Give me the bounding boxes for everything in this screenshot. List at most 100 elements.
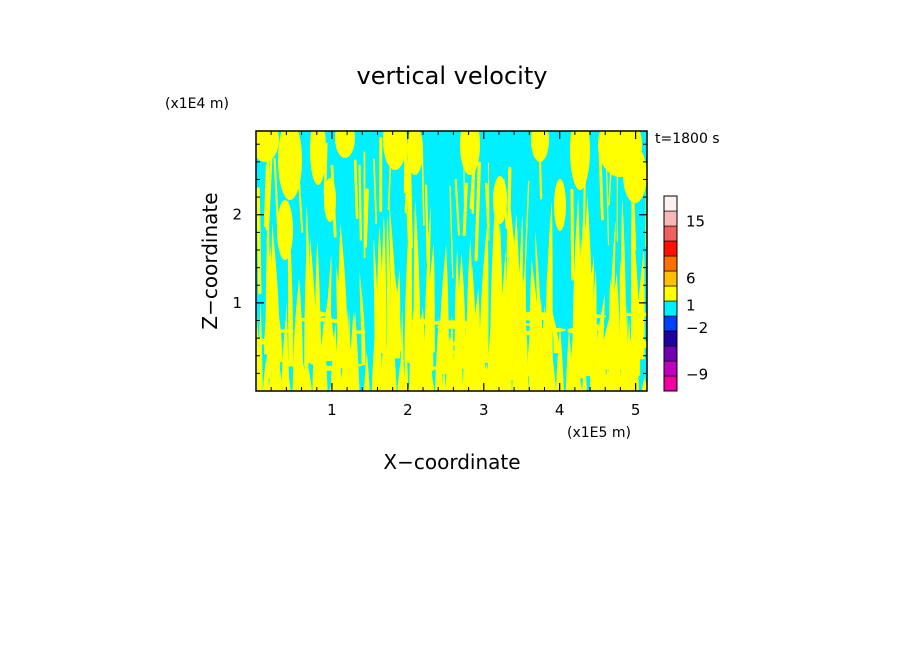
field-plume-small	[389, 349, 394, 391]
field-streak	[516, 311, 549, 318]
field-filament	[485, 182, 490, 228]
field-filament	[570, 188, 575, 281]
field-plume-small	[524, 326, 529, 391]
field-plume-small	[300, 364, 307, 391]
x-unit-label: (x1E5 m)	[567, 425, 631, 441]
field-plume-small	[448, 315, 455, 391]
y-tick-label: 1	[232, 294, 242, 312]
field-plume-tall	[620, 198, 627, 359]
field-plume-tall	[424, 206, 431, 376]
field-patch-upper	[554, 179, 566, 231]
field-filament	[408, 142, 413, 249]
colorbar-swatch	[663, 375, 678, 392]
field-filament	[421, 148, 425, 226]
field-streak	[616, 343, 632, 350]
field-filament	[297, 179, 304, 233]
field-plume-tall	[628, 297, 641, 376]
field-plume-tall	[496, 221, 504, 370]
time-label: t=1800 s	[655, 131, 720, 147]
field-plume-tall	[373, 237, 379, 357]
field-streak	[570, 327, 590, 333]
field-plume-small	[352, 331, 359, 391]
colorbar-swatch	[663, 195, 678, 212]
field-streak	[632, 344, 647, 348]
field-plume-tall	[518, 215, 523, 352]
field-streak	[580, 360, 598, 365]
colorbar-swatch	[663, 300, 678, 317]
field-streak	[295, 317, 336, 322]
field-plume-small	[477, 368, 482, 391]
colorbar-swatch	[663, 255, 678, 272]
colorbar-label: −2	[686, 319, 708, 337]
field-streak	[440, 361, 464, 367]
field-plume-small	[577, 377, 583, 391]
colorbar-swatch	[663, 330, 678, 347]
field-streak	[410, 318, 432, 325]
colorbar-swatch	[663, 345, 678, 362]
axes: 1 2 3 4 5 1 2	[232, 131, 647, 419]
field-plume-tall	[469, 265, 476, 354]
field-patch-upper	[310, 131, 326, 185]
field-plume-small	[281, 360, 291, 391]
plot-frame	[255, 130, 648, 392]
field-streak	[430, 320, 471, 326]
x-tick-label: 4	[555, 401, 565, 419]
field-patch-upper	[460, 131, 480, 175]
colorbar-label: 6	[686, 270, 696, 288]
field-filament	[474, 161, 481, 262]
colorbar-swatch	[663, 285, 678, 302]
field-streak	[411, 365, 429, 372]
field-plume-small	[313, 376, 320, 391]
field-plume-small	[442, 362, 446, 391]
field-filament	[524, 180, 530, 276]
field-plume-tall	[381, 215, 387, 352]
field-plume-small	[400, 309, 405, 391]
chart-title: vertical velocity	[357, 62, 548, 90]
field-patch-upper	[256, 131, 279, 162]
field-plume-tall	[572, 197, 582, 365]
field-plume-tall	[359, 272, 366, 365]
colorbar-label: −9	[686, 366, 708, 384]
field-plume-tall	[306, 205, 312, 364]
field-plume-tall	[535, 231, 543, 377]
field-plume-tall	[596, 293, 605, 364]
field-plume-small	[539, 339, 547, 391]
field-plume-small	[364, 351, 370, 391]
field-filament	[502, 179, 508, 229]
x-tick-label: 5	[631, 401, 641, 419]
field-plume-tall	[386, 215, 392, 371]
x-tick-label: 3	[479, 401, 489, 419]
contour-field	[256, 131, 647, 391]
field-filament	[495, 185, 501, 295]
field-streak	[627, 340, 647, 346]
field-plume-small	[626, 356, 630, 391]
field-streak	[333, 363, 363, 368]
field-streak	[534, 327, 566, 333]
field-plume-small	[258, 301, 263, 391]
field-plume-small	[403, 341, 409, 391]
field-streak	[589, 365, 625, 370]
y-axis-label: Z−coordinate	[198, 192, 222, 329]
field-streak	[314, 365, 342, 371]
field-streak	[441, 341, 462, 346]
field-filament	[256, 187, 262, 295]
x-axis-label: X−coordinate	[383, 450, 520, 474]
field-filament	[471, 145, 476, 215]
field-plume-small	[399, 373, 407, 391]
field-plume-tall	[439, 244, 450, 375]
field-filament	[454, 178, 461, 236]
x-tick-label: 2	[403, 401, 413, 419]
field-filament	[266, 155, 273, 246]
field-streak	[432, 365, 453, 371]
field-plume-small	[392, 353, 397, 391]
x-tick-label: 1	[327, 401, 337, 419]
field-streak	[619, 312, 647, 317]
field-filament	[629, 141, 637, 252]
colorbar-swatch	[663, 360, 678, 377]
field-streak	[262, 339, 280, 344]
field-filament	[363, 188, 369, 248]
colorbar-label: 15	[686, 213, 705, 231]
field-filament	[605, 143, 610, 246]
field-filament	[353, 159, 359, 220]
